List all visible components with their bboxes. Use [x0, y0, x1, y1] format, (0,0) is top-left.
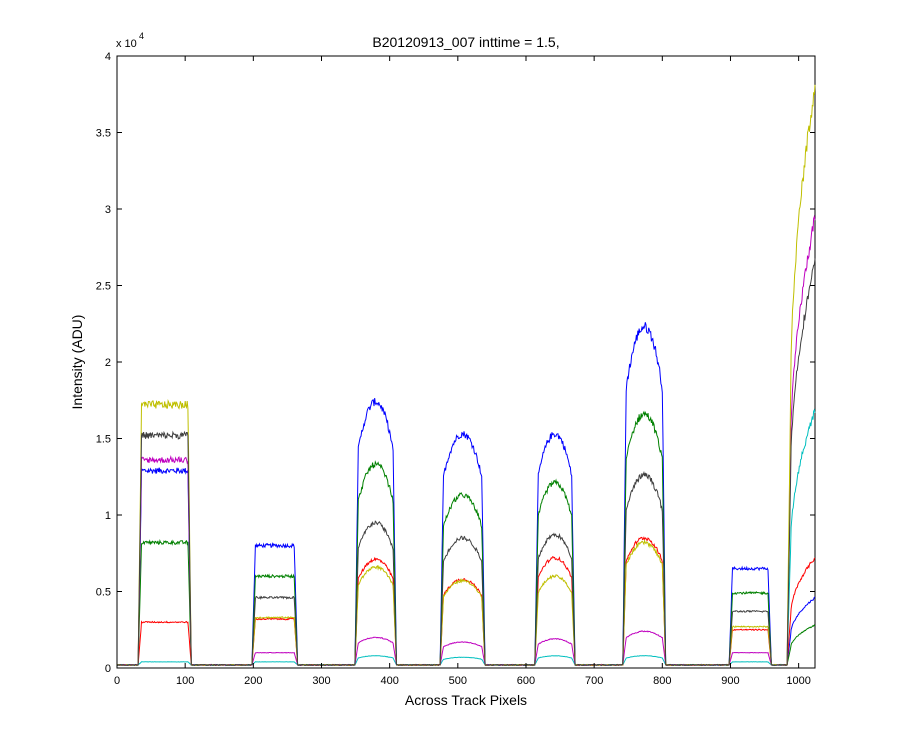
y-tick-label: 1: [105, 510, 111, 522]
x-tick-label: 400: [380, 675, 398, 687]
x-tick-label: 1000: [786, 675, 810, 687]
y-exponent-power: 4: [139, 31, 144, 41]
x-tick-label: 100: [176, 675, 194, 687]
series-layer: [116, 84, 816, 667]
y-tick-label: 0: [105, 663, 111, 675]
y-exponent-base: x 10: [116, 38, 137, 50]
y-tick-label: 2: [105, 357, 111, 369]
y-tick-label: 1.5: [96, 434, 111, 446]
x-axis-label: Across Track Pixels: [405, 692, 527, 708]
tick-layer: 0 100 200 300 400 500 600 700 800 900 1000 0 0.5 1 1.5…: [96, 51, 815, 687]
plot-area: [116, 55, 816, 669]
x-tick-label: 300: [312, 675, 330, 687]
series-line: [116, 258, 816, 667]
y-axis-label: Intensity (ADU): [69, 315, 85, 410]
y-tick-label: 2.5: [96, 281, 111, 293]
y-tick-label: 3.5: [96, 128, 111, 140]
x-tick-label: 500: [449, 675, 467, 687]
y-tick-label: 4: [105, 51, 111, 63]
x-tick-label: 800: [653, 675, 671, 687]
x-tick-label: 200: [244, 675, 262, 687]
chart-title: B20120913_007 inttime = 1.5,: [372, 34, 559, 50]
x-tick-label: 700: [585, 675, 603, 687]
x-tick-label: 0: [114, 675, 120, 687]
y-tick-label: 3: [105, 204, 111, 216]
x-tick-label: 900: [721, 675, 739, 687]
y-tick-label: 0.5: [96, 587, 111, 599]
x-tick-label: 600: [517, 675, 535, 687]
